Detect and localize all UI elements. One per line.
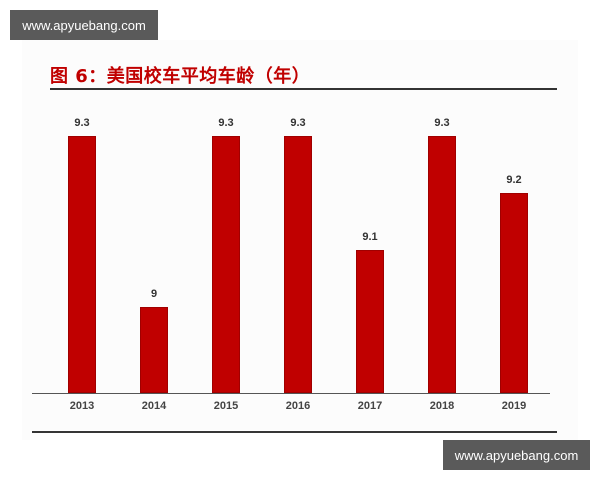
value-label-2013: 9.3 bbox=[74, 117, 90, 129]
x-tick-label-2015: 2015 bbox=[213, 400, 239, 412]
title-underline bbox=[50, 88, 557, 90]
bar-2017 bbox=[356, 250, 384, 393]
x-tick-label-2017: 2017 bbox=[357, 400, 383, 412]
watermark-bottom: www.apyuebang.com bbox=[443, 440, 590, 470]
bar-2014 bbox=[140, 307, 168, 393]
chart-title: 图 6：美国校车平均车龄（年） bbox=[50, 66, 311, 87]
x-tick-label-2016: 2016 bbox=[285, 400, 311, 412]
bar-2018 bbox=[428, 136, 456, 393]
value-label-2019: 9.2 bbox=[506, 174, 522, 186]
x-tick-label-2013: 2013 bbox=[69, 400, 95, 412]
x-axis-line bbox=[32, 393, 550, 394]
x-tick-label-2014: 2014 bbox=[141, 400, 167, 412]
bar-2013 bbox=[68, 136, 96, 393]
value-label-2014: 9 bbox=[150, 288, 158, 300]
value-label-2017: 9.1 bbox=[362, 231, 378, 243]
x-tick-label-2019: 2019 bbox=[501, 400, 527, 412]
value-label-2016: 9.3 bbox=[290, 117, 306, 129]
value-label-2018: 9.3 bbox=[434, 117, 450, 129]
bar-2015 bbox=[212, 136, 240, 393]
bar-2019 bbox=[500, 193, 528, 393]
value-label-2015: 9.3 bbox=[218, 117, 234, 129]
watermark-top: www.apyuebang.com bbox=[10, 10, 158, 40]
x-tick-label-2018: 2018 bbox=[429, 400, 455, 412]
chart-bottom-rule bbox=[32, 431, 557, 433]
bar-2016 bbox=[284, 136, 312, 393]
